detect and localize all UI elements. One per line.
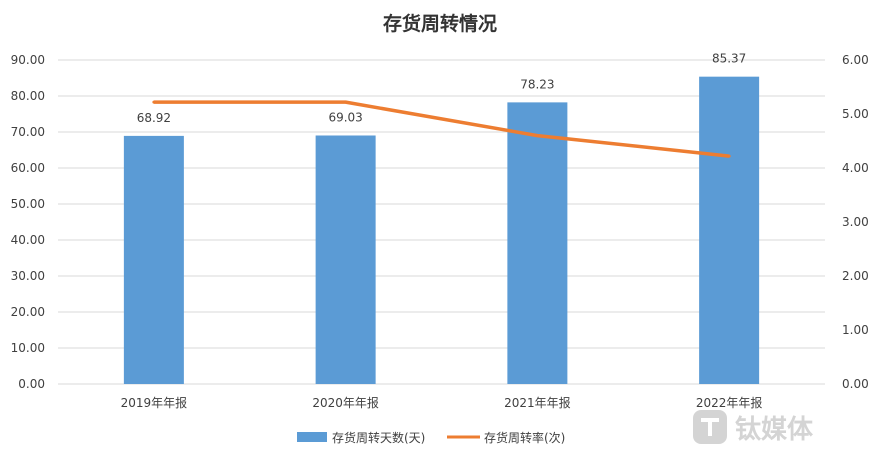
legend-label-line: 存货周转率(次) — [484, 430, 565, 445]
bar — [123, 135, 184, 384]
bar — [699, 76, 760, 384]
left-axis: 0.00 10.00 20.00 30.00 40.00 50.00 60.00 70.00 8… — [11, 53, 45, 391]
tmt-logo-mark — [701, 418, 719, 436]
data-labels: 68.92 69.03 78.23 85.37 — [137, 52, 747, 125]
left-tick-label: 0.00 — [18, 377, 45, 391]
left-tick-label: 60.00 — [11, 161, 45, 175]
x-tick-label: 2020年年报 — [312, 395, 379, 410]
x-tick-label: 2019年年报 — [121, 395, 188, 410]
chart-title: 存货周转情况 — [383, 12, 497, 35]
legend: 存货周转天数(天) 存货周转率(次) — [297, 430, 565, 445]
left-tick-label: 30.00 — [11, 269, 45, 283]
right-tick-label: 5.00 — [842, 107, 869, 121]
legend-label-bar: 存货周转天数(天) — [332, 430, 425, 445]
bar-series — [123, 76, 760, 384]
rate-line — [153, 100, 730, 158]
legend-swatch-bar — [297, 432, 327, 442]
right-tick-label: 0.00 — [842, 377, 869, 391]
right-axis: 0.00 1.00 2.00 3.00 4.00 5.00 6.00 — [842, 53, 869, 391]
right-tick-label: 4.00 — [842, 161, 869, 175]
gridlines — [58, 59, 825, 385]
line-point — [727, 154, 731, 158]
bar — [315, 135, 376, 384]
bar-data-label: 69.03 — [328, 110, 362, 124]
left-tick-label: 10.00 — [11, 341, 45, 355]
bar-data-label: 85.37 — [712, 52, 746, 66]
line-point — [535, 134, 539, 138]
x-axis: 2019年年报 2020年年报 2021年年报 2022年年报 — [121, 395, 763, 410]
right-tick-label: 6.00 — [842, 53, 869, 67]
right-tick-label: 3.00 — [842, 215, 869, 229]
bar-data-label: 68.92 — [137, 111, 171, 125]
line-series — [152, 100, 731, 158]
bar — [507, 102, 568, 384]
watermark: 钛媒体 — [693, 410, 814, 445]
right-tick-label: 2.00 — [842, 269, 869, 283]
left-tick-label: 40.00 — [11, 233, 45, 247]
x-tick-label: 2021年年报 — [504, 395, 571, 410]
left-tick-label: 20.00 — [11, 305, 45, 319]
right-tick-label: 1.00 — [842, 323, 869, 337]
bar-data-label: 78.23 — [520, 77, 554, 91]
watermark-text: 钛媒体 — [735, 415, 814, 445]
x-tick-label: 2022年年报 — [696, 395, 763, 410]
left-tick-label: 80.00 — [11, 89, 45, 103]
left-tick-label: 90.00 — [11, 53, 45, 67]
line-point — [344, 100, 348, 104]
line-point — [152, 100, 156, 104]
left-tick-label: 50.00 — [11, 197, 45, 211]
left-tick-label: 70.00 — [11, 125, 45, 139]
